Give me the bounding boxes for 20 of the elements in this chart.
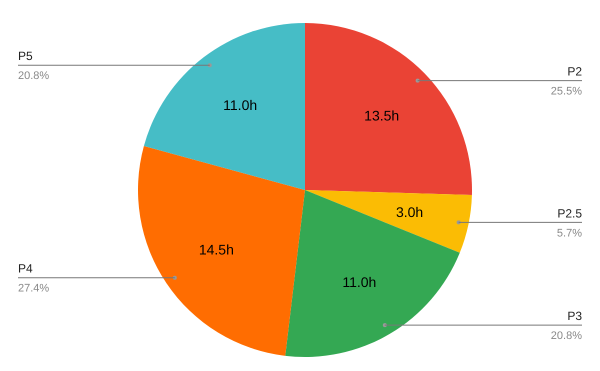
text: 27.4% <box>18 282 50 295</box>
slice-label: P2 <box>567 64 582 79</box>
data-label: 11.0h <box>223 97 258 114</box>
text: 25.5% <box>550 86 582 98</box>
slice-label: P4 <box>18 262 34 276</box>
data-label: 3.0h <box>396 204 424 220</box>
pie-slice <box>138 146 305 356</box>
data-label: 11.0h <box>342 274 376 290</box>
pie-slice <box>305 23 472 195</box>
data-label: 13.5h <box>364 108 400 124</box>
text: 20.8% <box>18 70 50 82</box>
text: 5.7% <box>556 227 582 240</box>
slice-label: P2.5 <box>557 206 582 220</box>
pie-slice <box>305 190 472 253</box>
slice-label: P3 <box>567 309 582 324</box>
pie-slice <box>285 190 460 357</box>
data-label: 14.5h <box>198 242 234 258</box>
slice-label: P5 <box>18 49 34 64</box>
text: 20.8% <box>550 330 582 342</box>
pie-slice <box>144 23 305 190</box>
